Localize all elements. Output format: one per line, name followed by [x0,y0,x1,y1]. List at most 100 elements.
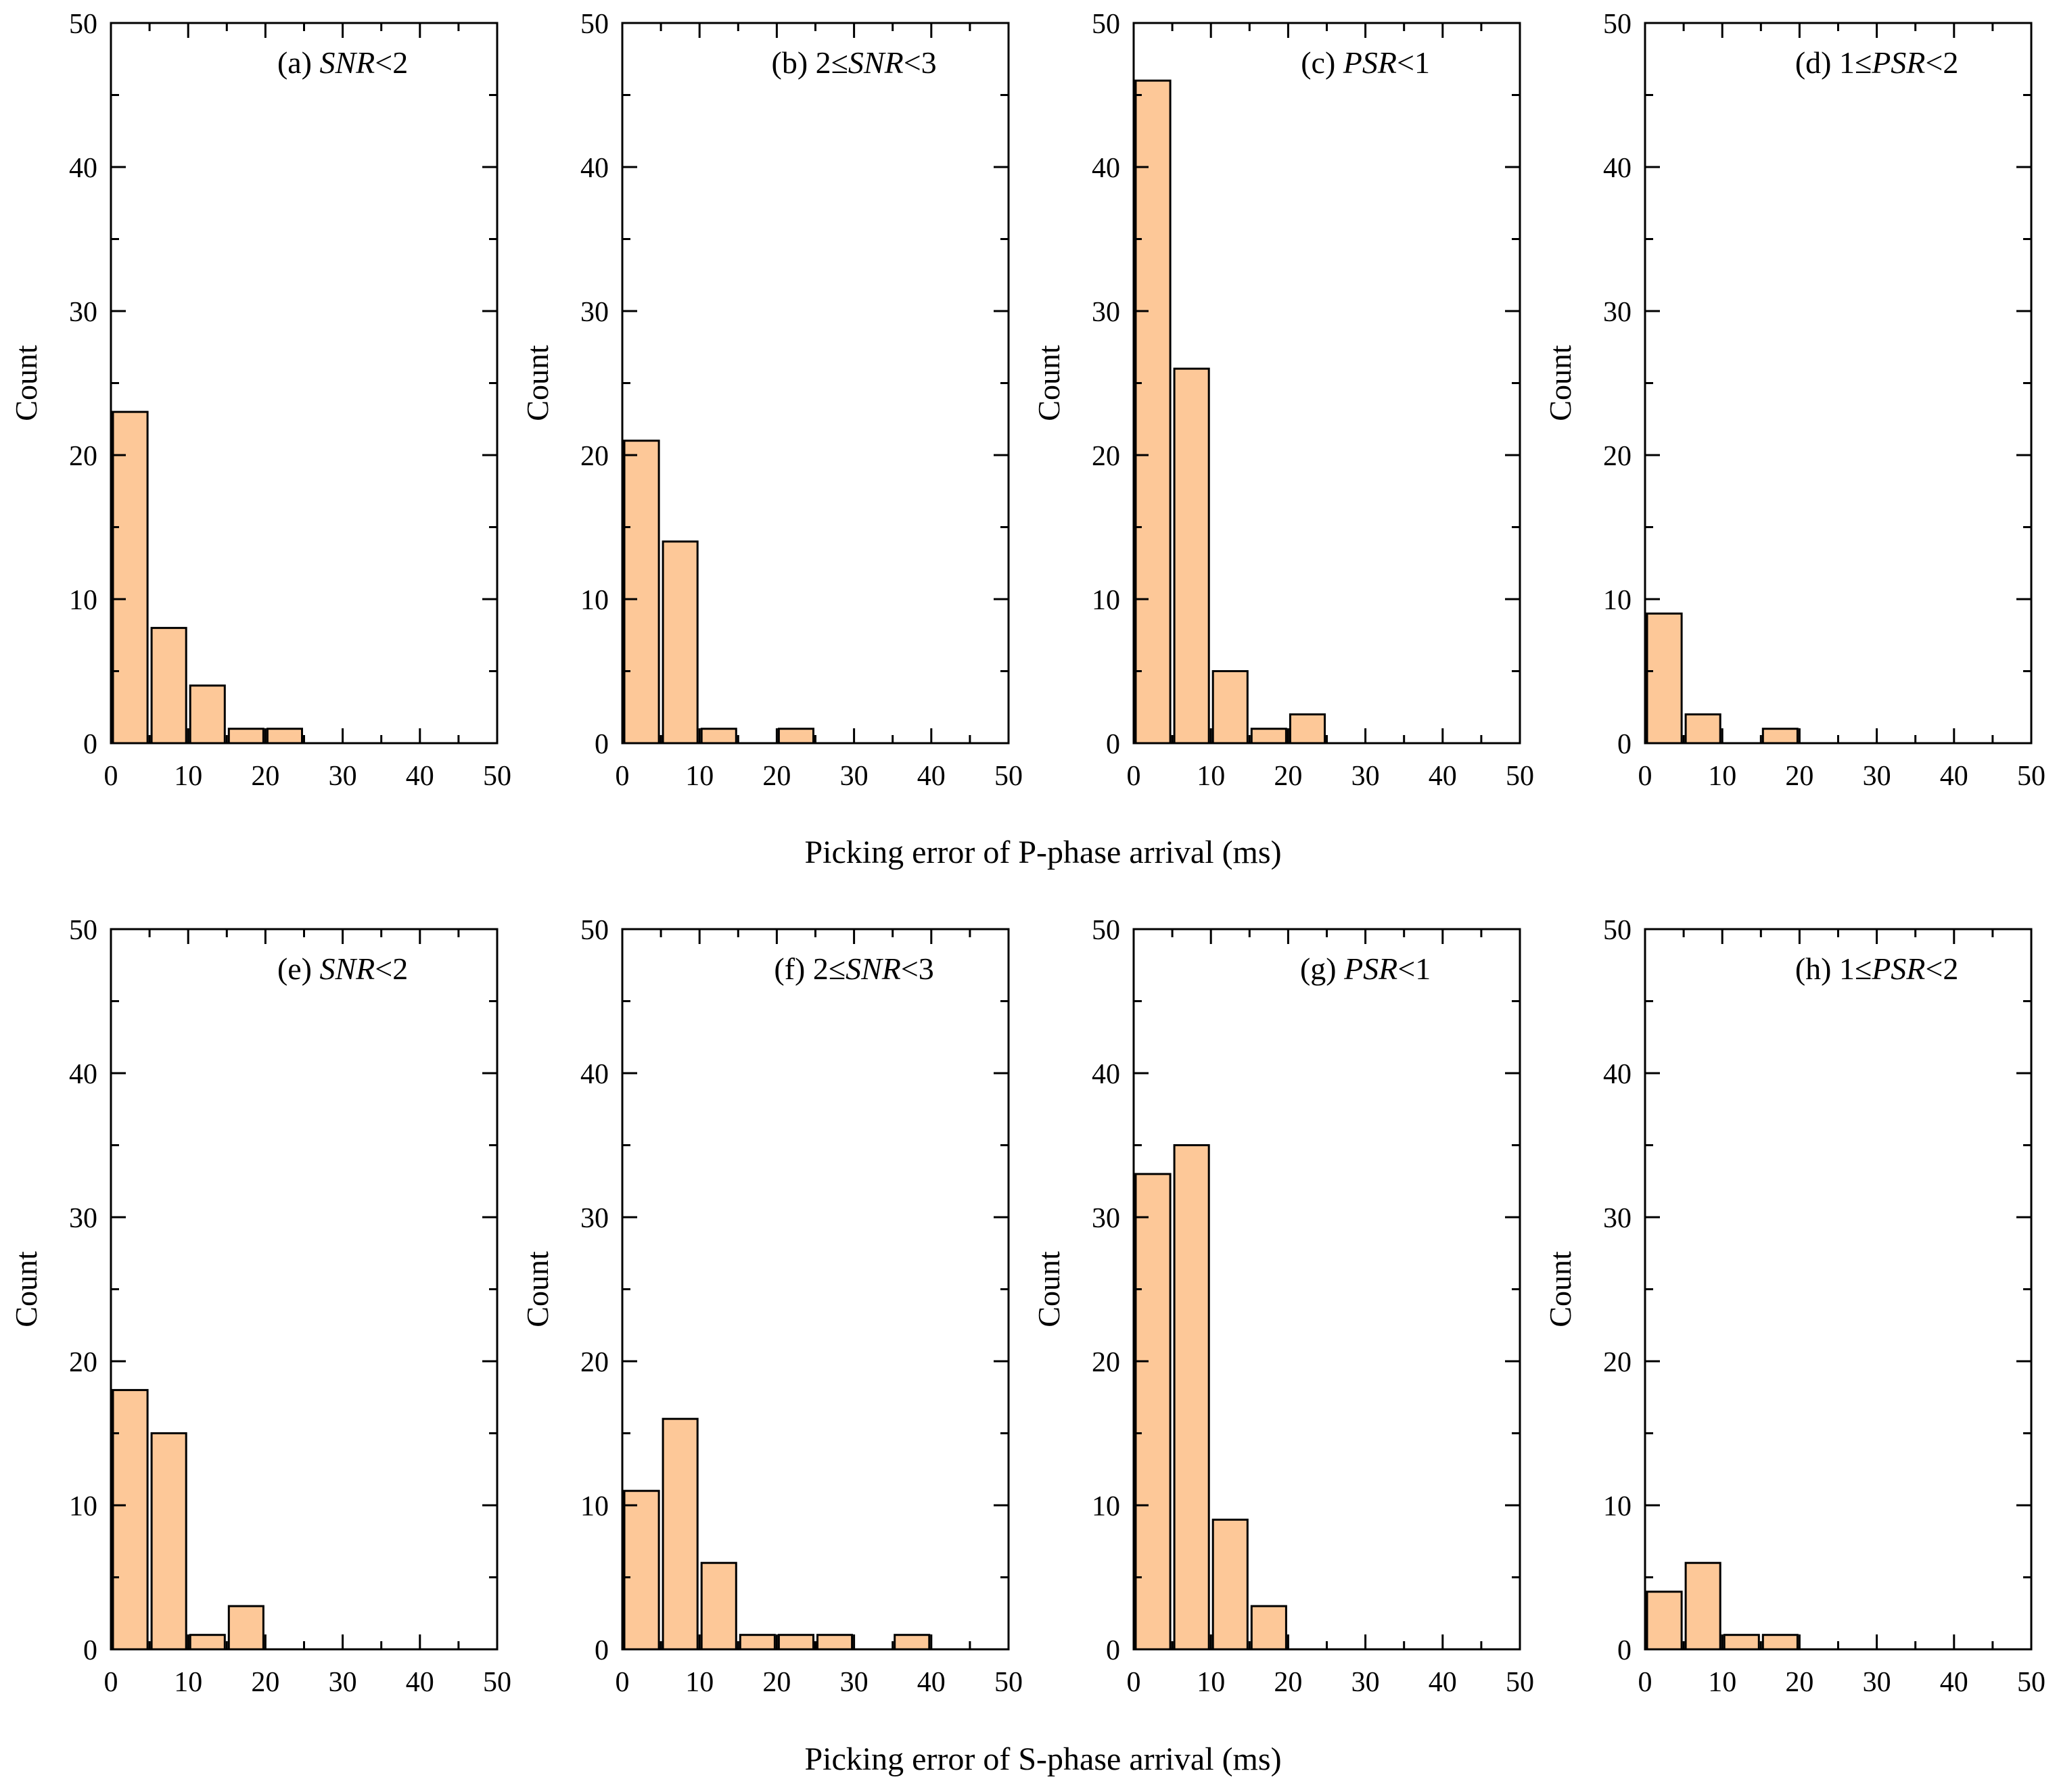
ytick-label-g-40: 40 [1092,1059,1120,1090]
bar-e-3 [227,1605,264,1651]
row-xlabel-p-phase: Picking error of P-phase arrival (ms) [804,834,1281,870]
ylabel-h: Count [1543,1251,1577,1327]
ytick-label-b-30: 30 [580,297,609,328]
ytick-label-e-30: 30 [69,1203,97,1234]
ytick-label-a-20: 20 [69,441,97,472]
ytick-label-h-30: 30 [1603,1203,1632,1234]
xtick-label-f-20: 20 [762,1667,791,1698]
ytick-label-a-0: 0 [83,729,97,760]
bar-d-1 [1684,713,1721,745]
panel-label-e: (e) SNR<2 [277,951,408,986]
ytick-label-d-10: 10 [1603,585,1632,616]
ytick-label-c-10: 10 [1092,585,1120,616]
xtick-label-g-20: 20 [1274,1667,1302,1698]
xtick-label-g-10: 10 [1197,1667,1225,1698]
ytick-label-e-40: 40 [69,1059,97,1090]
xtick-label-a-0: 0 [104,761,118,792]
ytick-label-b-50: 50 [580,9,609,40]
ytick-label-g-50: 50 [1092,915,1120,946]
xtick-label-f-50: 50 [994,1667,1023,1698]
panel-h: 0 10 20 30 40 50 0 10 20 30 40 50 Count (h) 1≤PSR<2 [1543,915,2045,1698]
bar-f-5 [816,1634,854,1651]
ytick-label-b-10: 10 [580,585,609,616]
ytick-label-h-10: 10 [1603,1491,1632,1522]
bar-b-1 [662,540,699,745]
bar-d-3 [1761,728,1799,745]
ylabel-c: Count [1032,345,1066,421]
bar-e-2 [189,1634,226,1651]
xtick-label-e-0: 0 [104,1667,118,1698]
bar-h-2 [1723,1634,1760,1651]
panel-label-f: (f) 2≤SNR<3 [774,951,933,986]
ytick-label-d-40: 40 [1603,153,1632,184]
xtick-label-e-30: 30 [329,1667,357,1698]
ylabel-g: Count [1032,1251,1066,1327]
xtick-label-e-40: 40 [406,1667,434,1698]
ytick-label-c-0: 0 [1106,729,1120,760]
bar-g-0 [1134,1173,1172,1651]
bar-a-4 [266,728,303,745]
ytick-label-h-0: 0 [1617,1635,1632,1666]
ytick-label-f-10: 10 [580,1491,609,1522]
ytick-label-f-40: 40 [580,1059,609,1090]
ytick-label-a-40: 40 [69,153,97,184]
xtick-label-c-20: 20 [1274,761,1302,792]
ytick-label-a-10: 10 [69,585,97,616]
ytick-label-f-50: 50 [580,915,609,946]
panel-g: 0 10 20 30 40 50 0 10 20 30 40 50 Count (g) PSR<1 [1032,915,1534,1698]
xtick-label-b-40: 40 [917,761,946,792]
xtick-label-e-10: 10 [174,1667,202,1698]
panel-d: 0 10 20 30 40 50 0 10 20 30 40 50 Count (d) 1≤PSR<2 [1543,9,2045,792]
ytick-label-e-50: 50 [69,915,97,946]
ylabel-f: Count [520,1251,555,1327]
ytick-label-h-40: 40 [1603,1059,1632,1090]
bar-c-4 [1289,713,1326,745]
bar-h-1 [1684,1561,1721,1651]
xtick-label-h-50: 50 [2017,1667,2045,1698]
ytick-label-c-20: 20 [1092,441,1120,472]
bar-f-0 [623,1490,660,1651]
ylabel-e: Count [9,1251,43,1327]
xtick-label-b-20: 20 [762,761,791,792]
xtick-label-b-50: 50 [994,761,1023,792]
panel-f: 0 10 20 30 40 50 0 10 20 30 40 50 Count (f) 2≤SNR<3 [520,915,1023,1698]
ytick-label-f-20: 20 [580,1347,609,1378]
ytick-label-a-50: 50 [69,9,97,40]
panel-label-a: (a) SNR<2 [277,45,408,80]
xtick-label-g-50: 50 [1506,1667,1534,1698]
ylabel-d: Count [1543,345,1577,421]
panel-b: 0 10 20 30 40 50 0 10 20 30 40 50 Count (b) 2≤SNR<3 [520,9,1023,792]
ytick-label-g-10: 10 [1092,1491,1120,1522]
xtick-label-e-20: 20 [251,1667,279,1698]
ytick-label-g-0: 0 [1106,1635,1120,1666]
panel-label-g: (g) PSR<1 [1300,951,1431,986]
bar-h-3 [1761,1634,1799,1651]
ytick-label-c-50: 50 [1092,9,1120,40]
bar-f-7 [894,1634,931,1651]
xtick-label-a-20: 20 [251,761,279,792]
xtick-label-d-0: 0 [1638,761,1652,792]
bar-c-3 [1250,728,1287,745]
xtick-label-c-30: 30 [1351,761,1380,792]
bar-c-2 [1211,670,1249,745]
ytick-label-b-0: 0 [595,729,609,760]
bar-a-0 [112,410,149,745]
bar-f-2 [700,1561,737,1651]
xtick-label-f-40: 40 [917,1667,946,1698]
xtick-label-d-30: 30 [1863,761,1891,792]
xtick-label-h-40: 40 [1940,1667,1968,1698]
bar-e-0 [112,1389,149,1651]
bar-g-3 [1250,1605,1287,1651]
bar-a-2 [189,684,226,745]
bar-b-0 [623,440,660,745]
bar-b-2 [700,728,737,745]
bar-g-1 [1173,1144,1210,1651]
bar-f-4 [777,1634,815,1651]
ytick-label-f-30: 30 [580,1203,609,1234]
panel-label-h: (h) 1≤PSR<2 [1795,951,1959,986]
xtick-label-a-10: 10 [174,761,202,792]
bar-a-1 [150,627,187,745]
panel-c: 0 10 20 30 40 50 0 10 20 30 40 50 Count (c) PSR<1 [1032,9,1534,792]
